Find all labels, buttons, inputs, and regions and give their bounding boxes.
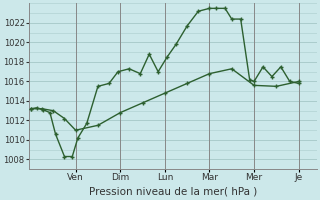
X-axis label: Pression niveau de la mer( hPa ): Pression niveau de la mer( hPa ) (89, 187, 257, 197)
